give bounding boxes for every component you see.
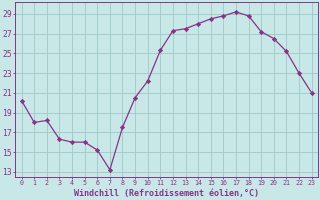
X-axis label: Windchill (Refroidissement éolien,°C): Windchill (Refroidissement éolien,°C)	[74, 189, 259, 198]
